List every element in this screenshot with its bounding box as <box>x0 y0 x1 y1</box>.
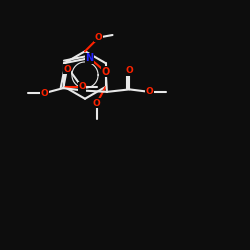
Text: O: O <box>93 99 101 108</box>
Text: O: O <box>146 88 153 96</box>
Text: O: O <box>78 82 86 91</box>
Text: O: O <box>40 89 48 98</box>
Text: O: O <box>126 66 133 75</box>
Text: O: O <box>63 65 71 74</box>
Text: N: N <box>85 53 94 63</box>
Text: O: O <box>95 33 103 42</box>
Text: O: O <box>102 67 110 77</box>
